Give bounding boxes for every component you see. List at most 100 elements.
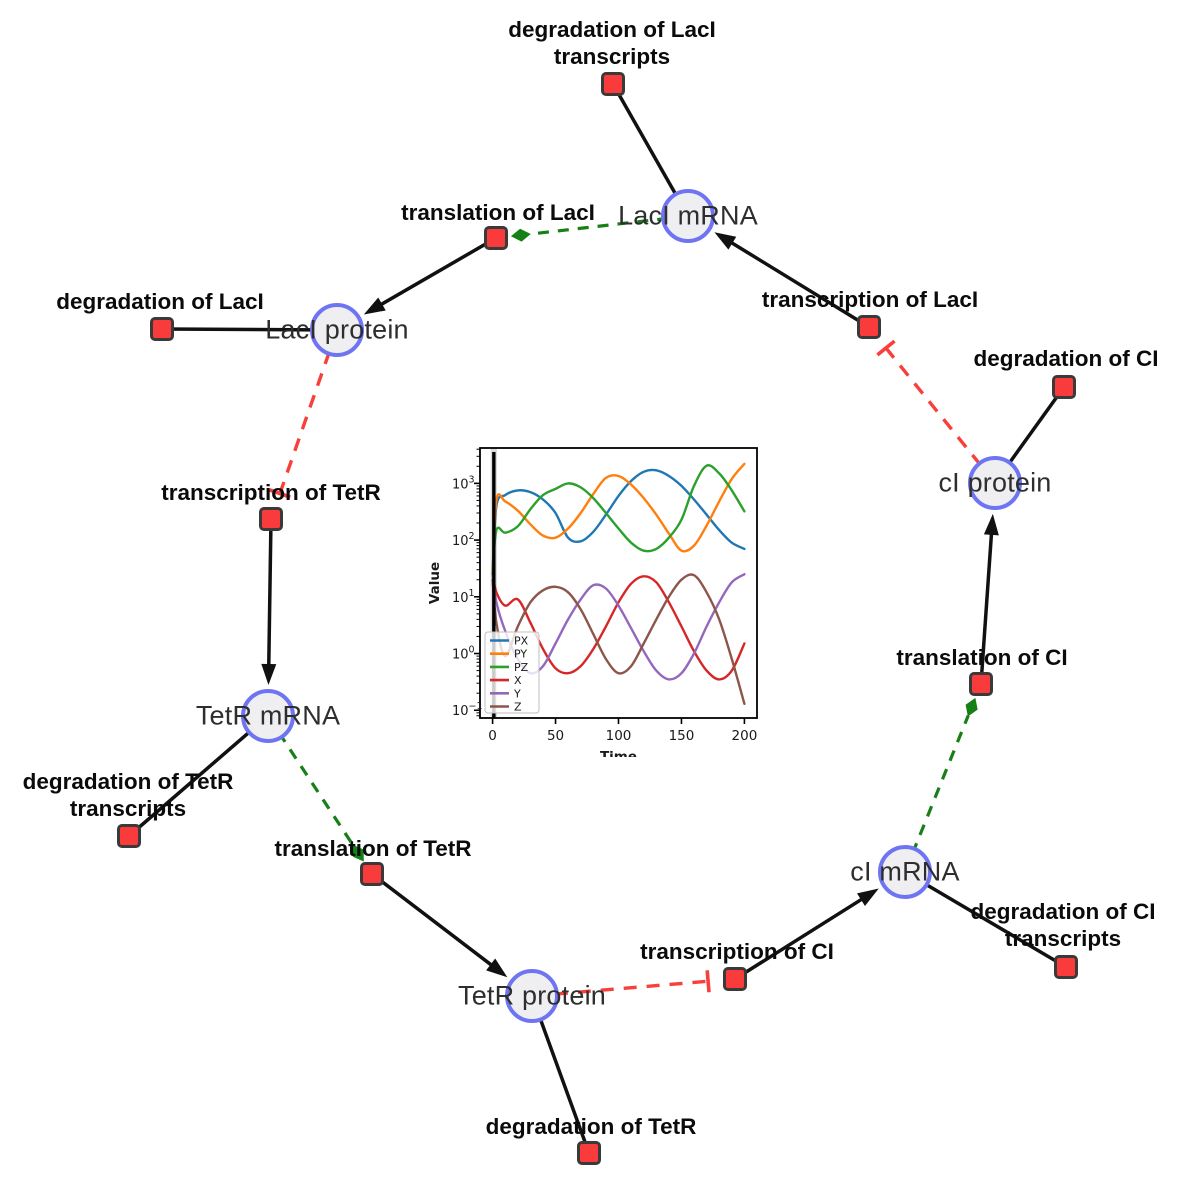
inhibition-tbar-icon xyxy=(876,339,896,357)
reaction-label-deg_laci: degradation of LacI xyxy=(56,289,264,314)
arrowhead-icon xyxy=(714,232,737,250)
species-node-ci_mrna xyxy=(878,845,932,899)
inhibition-line xyxy=(884,346,997,485)
legend-label-px: PX xyxy=(514,635,529,648)
edge-ci_protein-to-tx_laci xyxy=(876,339,997,485)
species-label-ci_protein: cI protein xyxy=(938,467,1052,498)
series-z xyxy=(491,573,746,705)
species-label-ci_mrna: cI mRNA xyxy=(850,856,960,887)
edge-tetr_protein-to-deg_tetr xyxy=(530,995,591,1154)
reaction-node-tl_ci xyxy=(969,672,993,696)
y-axis-label: Value xyxy=(427,562,443,604)
edge-tx_ci-to-ci_mrna xyxy=(734,888,879,981)
edge-tl_laci-to-laci_protein xyxy=(363,236,497,315)
series-x xyxy=(491,573,746,681)
inset-simulation-chart: 0 50 100 150 20010−1100101102103TimeValuePXP… xyxy=(427,447,758,757)
edge-tx_tetr-to-tetr_mrna xyxy=(261,518,277,686)
y-tick-label: 101 xyxy=(452,588,475,606)
reaction-label-deg_tetr: degradation of TetR xyxy=(485,1114,697,1139)
legend-label-y: Y xyxy=(513,687,521,700)
production-line xyxy=(724,237,870,329)
reaction-label-tx_laci: transcription of LacI xyxy=(761,287,979,312)
edge-tx_laci-to-laci_mrna xyxy=(714,232,870,329)
species-node-tetr_mrna xyxy=(241,689,295,743)
y-tick-label: 103 xyxy=(452,474,475,492)
reaction-node-tx_laci xyxy=(857,315,881,339)
y-tick-label: 10−1 xyxy=(452,701,483,719)
edge-tl_ci-to-ci_protein xyxy=(979,513,999,685)
consumption-line xyxy=(530,995,591,1154)
series-pz xyxy=(491,464,746,576)
reaction-label-deg_tetr_tx: transcripts xyxy=(69,796,187,821)
arrowhead-icon xyxy=(856,888,879,907)
reaction-node-tx_tetr xyxy=(259,507,283,531)
inhibition-tbar-icon xyxy=(268,488,291,499)
reaction-label-tl_ci: translation of CI xyxy=(896,645,1068,670)
legend-label-pz: PZ xyxy=(514,661,529,674)
x-tick-label: 100 xyxy=(606,728,632,744)
production-line xyxy=(374,236,497,310)
reaction-node-deg_ci_tx xyxy=(1054,955,1078,979)
species-node-laci_protein xyxy=(310,303,364,357)
y-tick-label: 100 xyxy=(452,645,475,663)
reaction-node-tl_tetr xyxy=(360,862,384,886)
edge-ci_mrna-to-deg_ci_tx xyxy=(904,870,1067,969)
reaction-label-tl_laci: translation of LacI xyxy=(401,200,595,225)
edge-tetr_mrna-to-deg_tetr_tx xyxy=(127,714,270,838)
species-node-ci_protein xyxy=(968,456,1022,510)
series-py xyxy=(491,462,746,576)
consumption-line xyxy=(127,714,270,838)
arrowhead-icon xyxy=(486,958,508,978)
x-tick-label: 150 xyxy=(669,728,695,744)
x-tick-label: 0 xyxy=(488,728,497,744)
legend-label-x: X xyxy=(514,674,522,687)
y-tick-label: 102 xyxy=(452,531,475,549)
edge-ci_mrna-to-tl_ci xyxy=(903,697,978,873)
edge-tetr_protein-to-tx_ci xyxy=(531,970,711,998)
reaction-label-tl_tetr: translation of TetR xyxy=(274,836,472,861)
reaction-label-deg_laci_tx: degradation of LacI xyxy=(508,17,716,42)
inhibition-tbar-icon xyxy=(705,970,711,993)
consumption-line xyxy=(904,870,1067,969)
x-tick-label: 50 xyxy=(547,728,564,744)
consumption-line xyxy=(161,327,338,332)
production-line xyxy=(734,893,869,981)
reaction-label-tx_ci: transcription of CI xyxy=(640,939,834,964)
diamond-arrowhead-icon xyxy=(510,228,531,242)
reaction-node-deg_laci_tx xyxy=(601,72,625,96)
species-label-laci_mrna: LacI mRNA xyxy=(618,200,758,231)
reaction-label-deg_ci_tx: transcripts xyxy=(1004,926,1122,951)
diamond-arrowhead-icon xyxy=(965,697,978,717)
modifier-line xyxy=(903,714,970,873)
production-line xyxy=(979,526,994,685)
reaction-node-deg_tetr xyxy=(577,1141,601,1165)
legend-label-z: Z xyxy=(514,701,522,714)
species-label-tetr_protein: TetR protein xyxy=(458,980,606,1011)
reaction-node-tl_laci xyxy=(484,226,508,250)
x-tick-label: 200 xyxy=(732,728,758,744)
species-label-laci_protein: LacI protein xyxy=(265,314,409,345)
species-node-laci_mrna xyxy=(661,189,715,243)
edge-laci_protein-to-tx_tetr xyxy=(268,329,339,499)
reaction-node-deg_ci xyxy=(1052,375,1076,399)
reaction-node-deg_laci xyxy=(150,317,174,341)
reaction-label-deg_tetr_tx: degradation of TetR xyxy=(22,769,234,794)
production-line xyxy=(266,518,273,673)
diamond-arrowhead-icon xyxy=(352,844,364,862)
edge-tl_tetr-to-tetr_protein xyxy=(370,872,508,978)
reaction-node-deg_tetr_tx xyxy=(117,824,141,848)
reaction-label-tx_tetr: transcription of TetR xyxy=(161,480,381,505)
species-node-tetr_protein xyxy=(505,969,559,1023)
production-line xyxy=(370,872,499,971)
inhibition-line xyxy=(531,979,709,998)
inhibition-line xyxy=(278,329,339,495)
species-label-tetr_mrna: TetR mRNA xyxy=(195,700,341,731)
reaction-label-deg_ci_tx: degradation of CI xyxy=(970,899,1156,924)
arrowhead-icon xyxy=(983,513,999,536)
legend-label-py: PY xyxy=(514,648,527,661)
legend-box xyxy=(484,631,540,714)
reaction-label-deg_ci: degradation of CI xyxy=(973,346,1159,371)
reaction-node-tx_ci xyxy=(723,967,747,991)
